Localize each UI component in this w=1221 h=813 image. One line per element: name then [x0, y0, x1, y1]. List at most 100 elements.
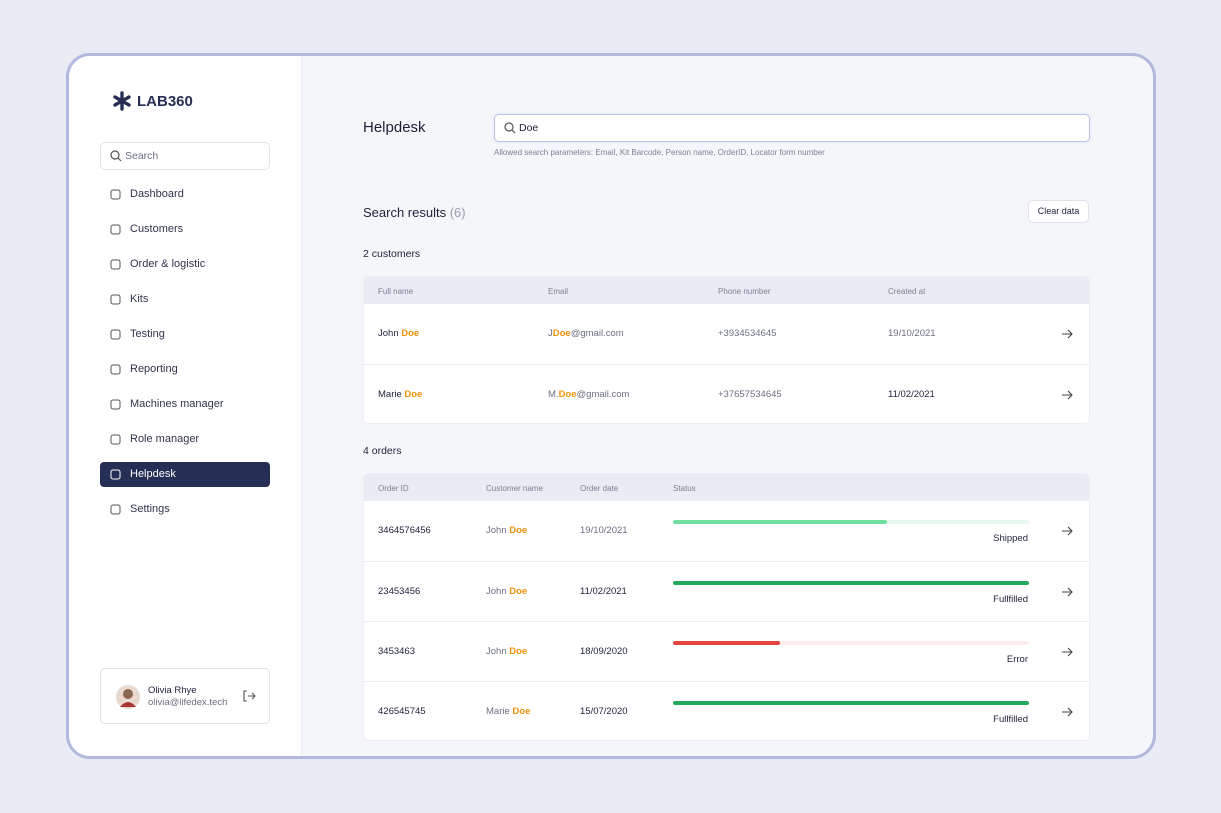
- customer-name-pre: John: [486, 586, 510, 597]
- progress-bar: [673, 581, 1029, 585]
- table-header: Order ID Customer name Order date Status: [364, 474, 1089, 501]
- status: Fullfilled: [993, 594, 1028, 605]
- user-email: olivia@lifedex.tech: [148, 697, 228, 708]
- table-row[interactable]: 3464576456 John Doe 19/10/2021 Shipped: [364, 501, 1089, 560]
- table-row[interactable]: Marie Doe M.Doe@gmail.com +37657534645 11/0…: [364, 364, 1089, 423]
- email: M.Doe@gmail.com: [548, 389, 629, 400]
- user-name: Olivia Rhye: [148, 685, 197, 696]
- main-search[interactable]: Doe: [494, 114, 1090, 142]
- customer-name-match: Doe: [509, 586, 528, 597]
- row-arrow[interactable]: [1061, 706, 1073, 718]
- search-icon: [504, 122, 516, 134]
- progress-track: [673, 581, 1029, 585]
- nav-item[interactable]: Reporting: [100, 357, 270, 382]
- column-header: Customer name: [486, 484, 543, 493]
- nav-item[interactable]: Kits: [100, 287, 270, 312]
- logo-icon: [113, 91, 131, 111]
- nav-label: Role manager: [130, 433, 200, 445]
- nav-icon: [110, 329, 121, 340]
- nav-item[interactable]: Customers: [100, 217, 270, 242]
- row-arrow[interactable]: [1061, 389, 1073, 401]
- column-header: Email: [548, 287, 569, 296]
- row-arrow[interactable]: [1061, 525, 1073, 537]
- row-arrow[interactable]: [1061, 328, 1073, 340]
- email-pre: J: [548, 328, 553, 339]
- customer-name-match: Doe: [509, 525, 528, 536]
- customer-name: Marie Doe: [486, 706, 530, 717]
- full-name-pre: John: [378, 328, 402, 339]
- nav-label: Order & logistic: [130, 258, 206, 270]
- nav-label: Helpdesk: [130, 468, 176, 480]
- orders-heading: 4 orders: [363, 445, 402, 457]
- status: Fullfilled: [993, 714, 1028, 725]
- nav-icon: [110, 224, 121, 235]
- nav-icon: [110, 294, 121, 305]
- created-at: 19/10/2021: [888, 328, 936, 339]
- nav-item[interactable]: Dashboard: [100, 182, 270, 207]
- order-id: 3453463: [378, 646, 415, 657]
- nav-label: Dashboard: [130, 188, 184, 200]
- page-title: Helpdesk: [363, 119, 426, 136]
- row-arrow[interactable]: [1061, 586, 1073, 598]
- app-window: LAB360 Search Dashboard Customers Order & …: [66, 53, 1156, 759]
- customer-name: John Doe: [486, 646, 527, 657]
- column-header: Created at: [888, 287, 926, 296]
- logout-icon[interactable]: [242, 689, 256, 703]
- nav-item[interactable]: Testing: [100, 322, 270, 347]
- search-value: Doe: [519, 122, 539, 134]
- nav-label: Settings: [130, 503, 170, 515]
- sidebar-search[interactable]: Search: [100, 142, 270, 170]
- nav-label: Customers: [130, 223, 184, 235]
- nav-label: Testing: [130, 328, 165, 340]
- nav-label: Machines manager: [130, 398, 224, 410]
- order-id: 23453456: [378, 586, 421, 597]
- progress-bar: [673, 520, 887, 524]
- table-row[interactable]: John Doe JDoe@gmail.com +3934534645 19/10/2…: [364, 304, 1089, 363]
- column-header: Order ID: [378, 484, 409, 493]
- full-name-pre: Marie: [378, 389, 405, 400]
- nav-icon: [110, 259, 121, 270]
- email-pre: M.: [548, 389, 559, 400]
- nav-label: Reporting: [130, 363, 178, 375]
- progress-bar: [673, 641, 780, 645]
- clear-button[interactable]: Clear data: [1028, 200, 1089, 223]
- email-post: @gmail.com: [576, 389, 630, 400]
- full-name-match: Doe: [401, 328, 420, 339]
- nav-icon: [110, 399, 121, 410]
- email-match: Doe: [558, 389, 577, 400]
- table-row[interactable]: 3453463 John Doe 18/09/2020 Error: [364, 621, 1089, 681]
- order-id: 3464576456: [378, 525, 431, 536]
- phone: +37657534645: [718, 389, 782, 400]
- orders-table: Order ID Customer name Order date Status 346…: [363, 473, 1090, 741]
- results-title: Search results (6): [363, 205, 466, 220]
- table-header: Full name Email Phone number Created at: [364, 277, 1089, 304]
- nav-item[interactable]: Machines manager: [100, 392, 270, 417]
- order-id: 426545745: [378, 706, 426, 717]
- table-row[interactable]: 426545745 Marie Doe 15/07/2020 Fullfilled: [364, 681, 1089, 740]
- full-name-match: Doe: [404, 389, 423, 400]
- customer-name: John Doe: [486, 525, 527, 536]
- avatar: [116, 685, 140, 709]
- nav-icon: [110, 364, 121, 375]
- sidebar: LAB360 Search Dashboard Customers Order & …: [69, 56, 302, 756]
- search-placeholder: Search: [125, 150, 159, 162]
- nav-item[interactable]: Role manager: [100, 427, 270, 452]
- nav-item[interactable]: Helpdesk: [100, 462, 270, 487]
- customer-name: John Doe: [486, 586, 527, 597]
- results-label: Search results: [363, 205, 447, 220]
- search-hint: Allowed search parameters: Email, Kit Ba…: [494, 148, 825, 157]
- customers-heading: 2 customers: [363, 248, 421, 260]
- full-name: Marie Doe: [378, 389, 422, 400]
- table-row[interactable]: 23453456 John Doe 11/02/2021 Fullfilled: [364, 561, 1089, 621]
- customer-name-match: Doe: [509, 646, 528, 657]
- logo: LAB360: [137, 93, 193, 110]
- order-date: 11/02/2021: [580, 586, 627, 597]
- nav-icon: [110, 504, 121, 515]
- phone: +3934534645: [718, 328, 777, 339]
- row-arrow[interactable]: [1061, 646, 1073, 658]
- order-date: 18/09/2020: [580, 646, 628, 657]
- nav-item[interactable]: Order & logistic: [100, 252, 270, 277]
- user-card: Olivia Rhye olivia@lifedex.tech: [100, 668, 270, 724]
- nav-item[interactable]: Settings: [100, 497, 270, 522]
